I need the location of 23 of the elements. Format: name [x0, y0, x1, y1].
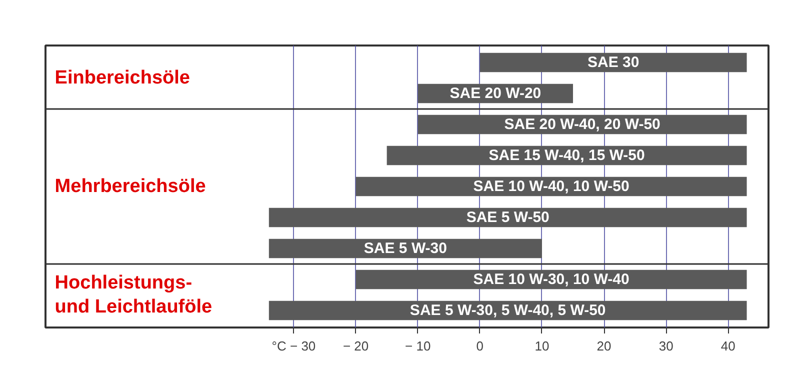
bar — [480, 52, 747, 72]
y-tick-label: SAE 10 W-40, 10 W-50 — [473, 178, 630, 195]
x-tick-label: 20 — [596, 338, 612, 354]
y-tick-label: SAE 5 W-50 — [466, 208, 550, 226]
annotation: Mehrbereichsöle — [54, 176, 206, 197]
x-tick-label: °C − 30 — [272, 338, 316, 354]
x-tick-label: 40 — [720, 338, 736, 354]
y-tick-label: SAE 5 W-30 — [364, 240, 447, 257]
y-tick-label: SAE 20 W-40, 20 W-50 — [504, 116, 660, 134]
y-tick-label: SAE 20 W-20 — [450, 85, 542, 102]
x-tick-label: 0 — [476, 338, 484, 354]
annotation: Einbereichsöle — [54, 68, 190, 89]
x-tick-label: − 20 — [342, 338, 369, 354]
x-tick-label: − 10 — [405, 338, 431, 354]
bar — [268, 238, 542, 258]
annotation: Hochleistungs- und Leichtlauföle — [54, 272, 212, 318]
bar — [268, 208, 747, 228]
x-tick-label: 30 — [658, 338, 674, 354]
y-tick-label: SAE 30 — [588, 54, 640, 72]
y-tick-label: SAE 10 W-30, 10 W-40 — [473, 270, 630, 288]
y-tick-label: SAE 5 W-30, 5 W-40, 5 W-50 — [410, 302, 606, 319]
x-tick-label: 10 — [534, 338, 550, 354]
y-tick-label: SAE 15 W-40, 15 W-50 — [488, 147, 645, 164]
